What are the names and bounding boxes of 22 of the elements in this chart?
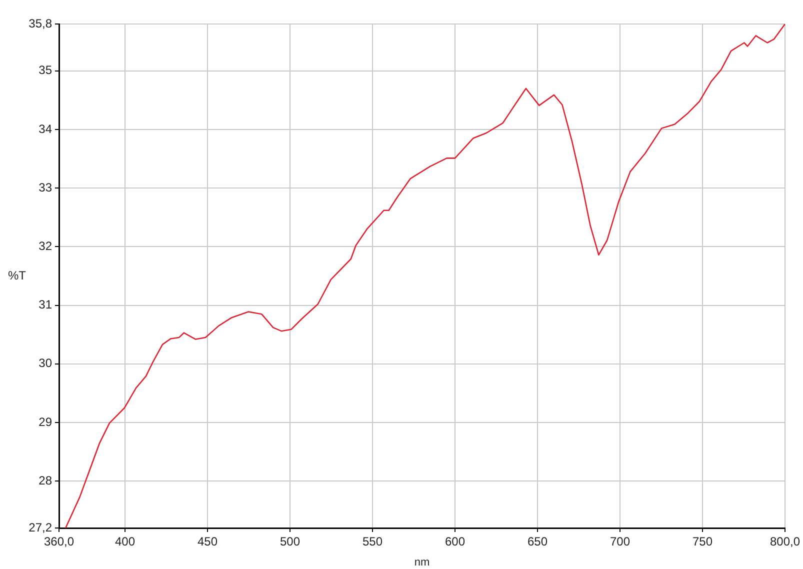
y-tick-label: 27,2 xyxy=(28,520,52,534)
x-tick-label: 550 xyxy=(362,534,383,549)
x-tick-label: 600 xyxy=(444,534,466,549)
x-tick-label: 450 xyxy=(197,534,218,549)
y-tick-label: 32 xyxy=(38,239,52,254)
y-tick-label: 34 xyxy=(38,122,52,136)
y-tick-label: 35,8 xyxy=(28,16,52,30)
y-tick-label: 35 xyxy=(38,63,52,78)
x-tick-label: 400 xyxy=(114,534,136,549)
y-tick-label: 29 xyxy=(38,414,52,429)
x-axis-title: nm xyxy=(414,556,430,568)
x-tick-label: 750 xyxy=(692,534,713,549)
x-tick-label: 800,0 xyxy=(770,534,800,549)
x-tick-label: 500 xyxy=(280,534,300,549)
x-tick-label: 700 xyxy=(610,534,630,549)
y-tick-label: 28 xyxy=(38,473,52,488)
x-tick-label: 650 xyxy=(527,534,548,549)
x-tick-label: 360,0 xyxy=(44,534,74,549)
y-axis-title: %T xyxy=(8,268,27,282)
y-tick-label: 30 xyxy=(38,356,52,370)
y-tick-label: 31 xyxy=(38,298,52,312)
y-tick-label: 33 xyxy=(38,180,52,194)
